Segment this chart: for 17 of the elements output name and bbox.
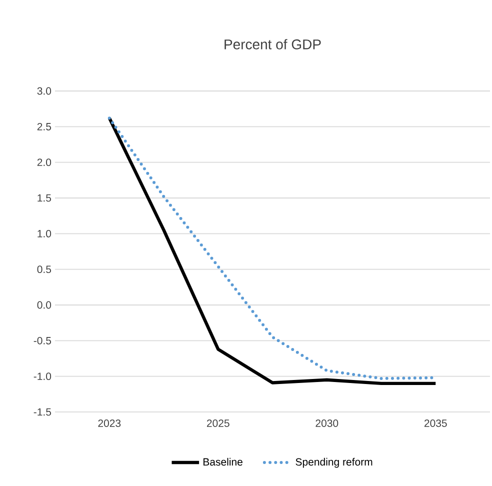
x-tick-label: 2025 [206, 420, 230, 427]
y-tick-label: 2.5 [37, 122, 52, 130]
y-tick-label: 0.0 [37, 301, 52, 309]
y-tick-label: -1.5 [34, 408, 52, 416]
y-tick-label: -1.0 [34, 372, 52, 380]
x-tick-label: 2035 [424, 420, 447, 427]
y-tick-label: 2.0 [37, 158, 52, 166]
y-tick-label: 3.0 [37, 87, 52, 95]
y-tick-label: 1.0 [38, 230, 52, 238]
legend-label: Spending reform [296, 458, 372, 468]
y-tick-label: -0.5 [34, 336, 52, 344]
x-tick-label: 2023 [98, 420, 121, 427]
chart-title: Percent of GDP [224, 39, 321, 50]
y-tick-label: 0.5 [37, 266, 52, 274]
y-tick-label: 1.5 [38, 194, 52, 202]
x-tick-label: 2030 [316, 420, 338, 427]
legend-label: Baseline [204, 458, 242, 466]
